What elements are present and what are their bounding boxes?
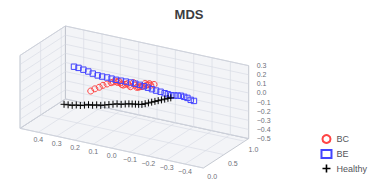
svg-text:−0.5: −0.5 <box>257 135 271 142</box>
svg-text:0.4: 0.4 <box>33 136 43 143</box>
svg-text:−0.4: −0.4 <box>178 168 192 175</box>
svg-text:0.3: 0.3 <box>52 140 62 147</box>
svg-text:0.0: 0.0 <box>257 89 267 96</box>
svg-text:0.3: 0.3 <box>257 62 267 69</box>
svg-text:−0.1: −0.1 <box>257 99 271 106</box>
svg-text:MDS: MDS <box>175 7 204 22</box>
svg-text:0.5: 0.5 <box>228 160 238 167</box>
svg-text:BC: BC <box>336 134 349 144</box>
svg-text:0.1: 0.1 <box>257 80 267 87</box>
svg-text:−0.3: −0.3 <box>160 164 174 171</box>
svg-text:0.1: 0.1 <box>88 148 98 155</box>
svg-text:−0.1: −0.1 <box>123 156 137 163</box>
svg-text:0.0: 0.0 <box>207 173 217 180</box>
svg-text:1.0: 1.0 <box>249 146 259 153</box>
svg-text:0.2: 0.2 <box>70 144 80 151</box>
svg-text:0.2: 0.2 <box>257 71 267 78</box>
svg-text:−0.2: −0.2 <box>141 160 155 167</box>
svg-text:0.0: 0.0 <box>107 152 117 159</box>
svg-text:−0.3: −0.3 <box>257 117 271 124</box>
svg-text:BE: BE <box>336 149 348 159</box>
svg-text:−0.4: −0.4 <box>257 126 271 133</box>
svg-text:−0.2: −0.2 <box>257 108 271 115</box>
svg-text:Healthy: Healthy <box>336 164 367 174</box>
